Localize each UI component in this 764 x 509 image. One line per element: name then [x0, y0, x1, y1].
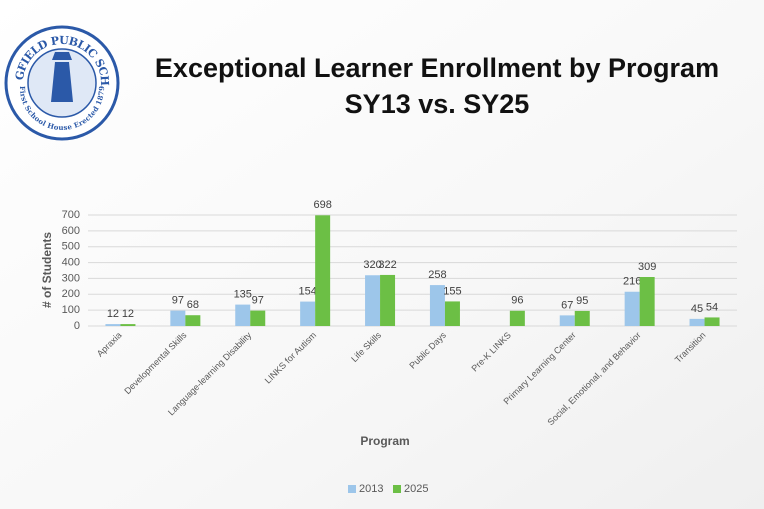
chart-title: Exceptional Learner Enrollment by Progra… [155, 53, 719, 83]
value-label: 97 [252, 295, 264, 307]
value-label: 12 [107, 308, 119, 320]
x-axis-title: Program [360, 434, 409, 448]
bar [300, 301, 316, 326]
bar [170, 310, 186, 326]
legend-swatch [393, 485, 401, 493]
value-label: 97 [172, 295, 184, 307]
y-tick-label: 0 [74, 320, 80, 332]
bar [624, 291, 640, 326]
value-label: 155 [443, 285, 461, 297]
bar [365, 275, 381, 326]
bar [444, 301, 460, 326]
value-label: 309 [638, 261, 656, 273]
y-tick-label: 700 [62, 209, 80, 221]
bar [185, 315, 201, 326]
value-label: 258 [428, 269, 446, 281]
legend-label: 2025 [404, 483, 428, 495]
bar [704, 317, 720, 326]
y-tick-label: 600 [62, 225, 80, 237]
value-label: 12 [122, 308, 134, 320]
value-label: 320 [363, 259, 381, 271]
value-label: 698 [313, 199, 331, 211]
legend-swatch [348, 485, 356, 493]
value-label: 67 [561, 299, 573, 311]
bar [315, 215, 331, 326]
value-label: 135 [234, 288, 252, 300]
value-label: 95 [576, 295, 588, 307]
value-label: 96 [511, 295, 523, 307]
value-label: 322 [378, 259, 396, 271]
y-tick-label: 500 [62, 241, 80, 253]
value-label: 45 [691, 303, 703, 315]
bar [250, 310, 266, 326]
bar [509, 310, 525, 326]
y-tick-label: 200 [62, 288, 80, 300]
legend-label: 2013 [359, 483, 383, 495]
value-label: 68 [187, 299, 199, 311]
value-label: 54 [706, 301, 718, 313]
y-tick-label: 400 [62, 256, 80, 268]
bar [559, 315, 575, 326]
value-label: 216 [623, 276, 641, 288]
value-label: 154 [298, 285, 316, 297]
y-tick-label: 100 [62, 304, 80, 316]
chart-subtitle: SY13 vs. SY25 [345, 89, 530, 119]
bar [429, 285, 445, 326]
y-axis-title: # of Students [40, 232, 54, 308]
bar [120, 324, 136, 326]
bar [380, 274, 396, 326]
bar [689, 318, 705, 326]
bar [105, 324, 121, 326]
logo-figure [51, 52, 73, 102]
bar [235, 304, 251, 326]
bar [574, 310, 590, 326]
y-tick-label: 300 [62, 272, 80, 284]
bar [639, 277, 655, 326]
